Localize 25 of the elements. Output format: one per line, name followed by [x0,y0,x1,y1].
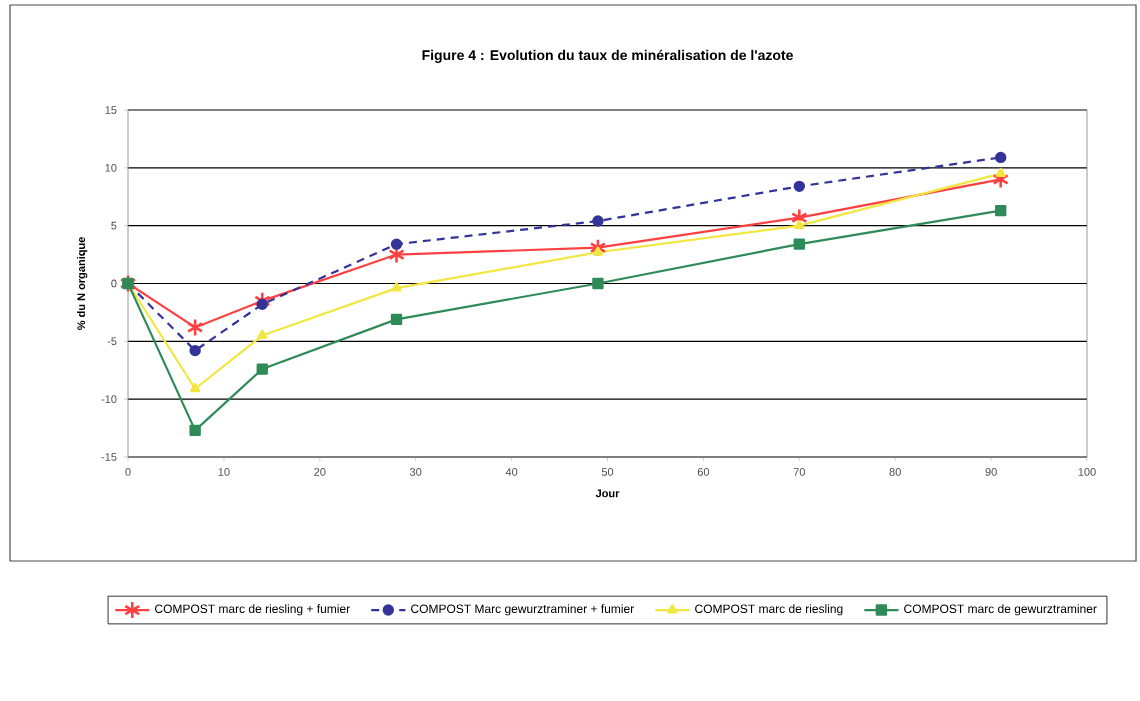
y-tick-label: 5 [111,221,117,230]
y-tick-label: 15 [105,106,117,114]
x-tick-label: 40 [505,468,518,476]
x-tick-label: 20 [314,468,326,476]
legend-label: COMPOST Marc gewurztraminer + fumier [411,604,634,616]
legend-label: COMPOST marc de riesling + fumier [155,604,350,616]
x-axis-title: Jour [595,489,620,498]
y-tick-label: 0 [111,279,117,288]
y-tick-label: 10 [105,163,117,172]
x-tick-label: 0 [125,468,131,476]
chart-title: Figure 4 : Evolution du taux de minéralisation de l'azote [422,49,793,63]
x-tick-label: 30 [410,468,422,476]
x-tick-label: 10 [218,468,230,476]
legend-label: COMPOST marc de riesling [695,604,843,616]
y-axis-title: % du N organique [77,237,88,330]
x-tick-label: 50 [601,468,614,476]
y-tick-label: -10 [101,395,117,404]
x-tick-label: 60 [697,468,710,476]
x-tick-label: 80 [889,468,901,476]
y-tick-label: -15 [101,453,117,461]
x-tick-label: 90 [985,468,997,476]
legend-label: COMPOST marc de gewurztraminer [904,604,1097,616]
x-tick-label: 70 [793,468,805,476]
x-tick-label: 100 [1078,468,1096,476]
y-tick-label: -5 [107,337,117,346]
